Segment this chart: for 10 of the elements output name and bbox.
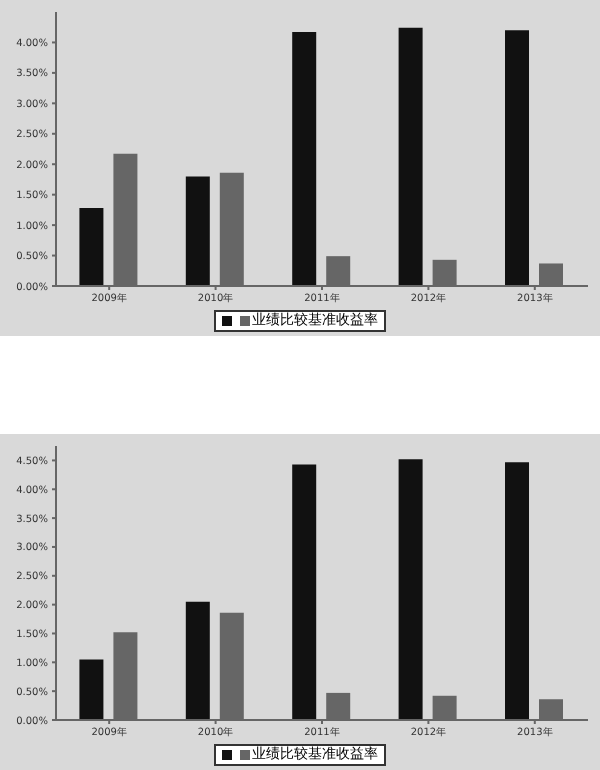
bar <box>398 27 423 286</box>
bar <box>292 32 317 286</box>
bar <box>79 208 104 286</box>
bar <box>185 601 210 720</box>
bar <box>398 459 423 720</box>
bar <box>79 659 104 720</box>
bar <box>505 462 530 720</box>
bar <box>185 176 210 286</box>
bar <box>505 30 530 286</box>
bar <box>292 464 317 720</box>
